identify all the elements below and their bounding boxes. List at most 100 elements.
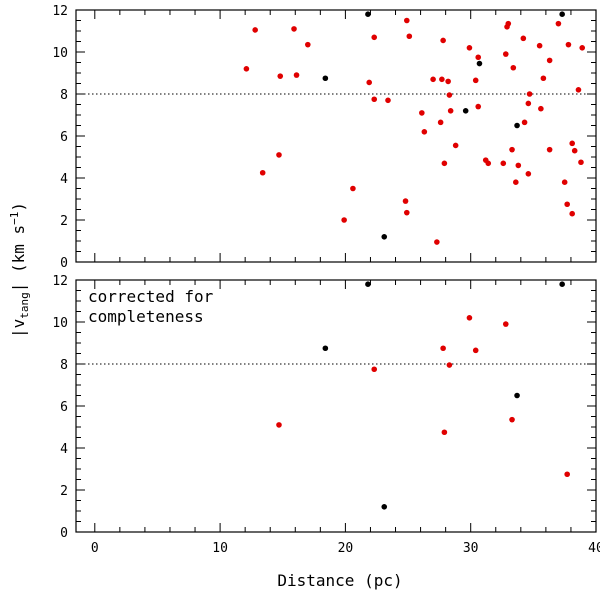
bottom-y-tick-label: 10 <box>52 316 68 331</box>
top-data-point-red <box>421 129 428 135</box>
top-data-point-red <box>434 239 440 245</box>
y-axis-label: |vtang| (km s−1) <box>8 202 31 338</box>
top-data-point-red <box>538 105 544 112</box>
top-data-point-red <box>437 119 444 126</box>
bottom-data-point-red <box>446 362 453 368</box>
bottom-data-point-red <box>472 347 479 354</box>
top-data-point-red <box>466 45 473 51</box>
top-data-point-red <box>565 41 572 48</box>
bottom-data-point-red <box>440 345 446 352</box>
top-data-point-red <box>575 87 582 93</box>
top-y-tick-label: 2 <box>60 214 68 229</box>
bottom-data-point-red <box>564 471 570 478</box>
bottom-x-tick-label: 30 <box>463 541 479 556</box>
top-y-tick-label: 6 <box>60 130 68 145</box>
top-data-point-black <box>514 122 520 129</box>
top-y-tick-label: 10 <box>52 46 68 61</box>
top-data-point-red <box>526 91 533 97</box>
top-data-point-red <box>385 97 391 104</box>
bottom-data-point-red <box>509 416 515 423</box>
bottom-data-point-black <box>381 504 388 510</box>
bottom-annotation: corrected for completeness <box>88 287 214 326</box>
top-data-point-red <box>350 185 356 192</box>
top-data-point-red <box>525 100 532 107</box>
bottom-data-point-red <box>502 321 509 327</box>
bottom-y-tick-label: 6 <box>60 400 68 415</box>
top-data-point-red <box>578 159 584 166</box>
top-y-tick-label: 4 <box>60 172 68 187</box>
top-data-point-red <box>520 35 527 42</box>
top-data-point-red <box>291 26 297 32</box>
bottom-y-tick-label: 0 <box>60 526 68 541</box>
top-data-point-red <box>259 169 266 176</box>
top-data-point-red <box>525 171 532 177</box>
bottom-data-point-black <box>365 281 371 288</box>
top-data-point-red <box>452 142 459 149</box>
top-data-point-black <box>559 11 565 17</box>
top-data-point-red <box>439 76 445 83</box>
y-axis-label-group: |vtang| (km s−1) <box>8 202 31 338</box>
top-data-point-red <box>430 76 436 83</box>
bottom-data-point-red <box>276 422 282 428</box>
top-data-point-red <box>341 217 347 223</box>
top-data-point-red <box>446 92 453 98</box>
top-data-point-red <box>564 201 570 208</box>
bottom-data-point-red <box>441 429 448 436</box>
top-data-point-red <box>371 96 378 103</box>
bottom-y-tick-label: 12 <box>52 274 68 289</box>
top-data-point-black <box>462 108 469 114</box>
top-data-point-red <box>366 79 373 86</box>
bottom-y-tick-label: 2 <box>60 484 68 499</box>
top-data-point-red <box>540 75 547 82</box>
top-data-point-red <box>536 42 543 49</box>
top-data-point-red <box>440 37 446 44</box>
top-data-point-black <box>381 234 388 240</box>
bottom-data-point-red <box>466 315 473 321</box>
top-data-point-red <box>402 198 409 204</box>
top-data-point-red <box>277 73 284 79</box>
top-data-point-red <box>403 17 410 24</box>
bottom-panel: 0 10 20 30 40 0 2 4 6 8 10 12 corrected for completen… <box>52 274 600 556</box>
top-data-point-red <box>500 160 507 167</box>
top-data-point-red <box>571 147 578 154</box>
top-data-point-red <box>485 160 492 167</box>
top-data-point-red <box>515 162 522 169</box>
top-data-point-red <box>293 72 300 78</box>
bottom-x-tick-label: 0 <box>91 541 99 556</box>
top-data-point-red <box>502 51 509 57</box>
bottom-x-tick-label: 40 <box>588 541 600 556</box>
top-plot-frame <box>75 9 597 263</box>
top-data-point-red <box>243 66 250 72</box>
top-y-tick-label: 8 <box>60 88 68 103</box>
bottom-data-point-black <box>322 345 329 352</box>
top-data-point-red <box>447 108 454 114</box>
top-data-point-red <box>513 179 519 185</box>
top-data-point-red <box>252 27 258 33</box>
top-data-point-red <box>555 20 562 27</box>
top-data-point-red <box>472 77 479 84</box>
top-data-point-red <box>569 140 575 147</box>
bottom-data-point-red <box>371 366 378 373</box>
top-data-point-red <box>371 34 378 41</box>
top-data-point-red <box>445 78 451 85</box>
top-data-point-red <box>546 57 553 64</box>
top-data-point-red <box>406 33 413 40</box>
top-y-tick-label: 12 <box>52 4 68 19</box>
top-data-point-red <box>475 54 482 61</box>
top-data-point-red <box>441 160 448 167</box>
top-data-point-red <box>419 110 425 116</box>
top-data-point-red <box>509 146 515 153</box>
bottom-x-tick-label: 20 <box>338 541 354 556</box>
top-data-point-red <box>475 103 482 110</box>
top-data-point-red <box>521 119 528 126</box>
top-data-point-black <box>322 75 329 82</box>
top-panel: 0 2 4 6 8 10 12 <box>52 4 597 271</box>
bottom-data-point-black <box>514 392 520 399</box>
top-data-point-red <box>579 45 586 51</box>
top-data-point-red <box>561 179 568 185</box>
top-data-point-black <box>476 60 483 67</box>
bottom-y-tick-label: 8 <box>60 358 68 373</box>
bottom-data-point-black <box>559 281 565 288</box>
top-data-point-red <box>569 210 575 217</box>
